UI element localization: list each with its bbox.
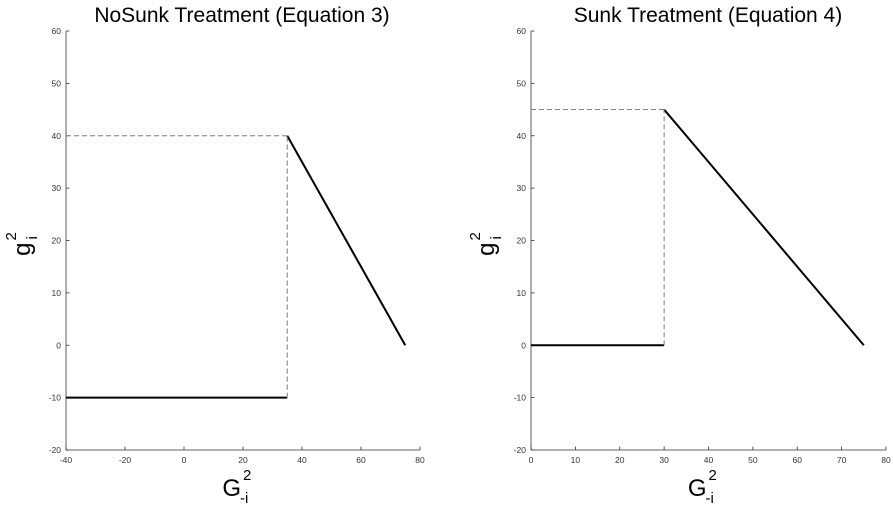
y-tick-label: 60 bbox=[517, 26, 527, 36]
chart-title: NoSunk Treatment (Equation 3) bbox=[94, 4, 389, 27]
x-axis-label-subscript: -i bbox=[240, 490, 248, 507]
y-axis-label-subscript: i bbox=[488, 236, 505, 239]
x-axis-label-subscript: -i bbox=[706, 490, 714, 507]
y-tick-label: 40 bbox=[517, 131, 527, 141]
x-tick-label: 0 bbox=[529, 455, 534, 465]
x-tick-label: 10 bbox=[571, 455, 581, 465]
y-tick-label: 30 bbox=[52, 183, 62, 193]
y-axis-label-superscript: 2 bbox=[3, 232, 20, 240]
y-tick-label: -10 bbox=[514, 393, 527, 403]
x-tick-label: -40 bbox=[60, 455, 73, 465]
y-tick-label: 50 bbox=[517, 78, 527, 88]
x-tick-label: 20 bbox=[238, 455, 248, 465]
x-tick-label: 40 bbox=[704, 455, 714, 465]
x-tick-label: 40 bbox=[297, 455, 307, 465]
y-tick-label: 30 bbox=[517, 183, 527, 193]
y-tick-label: 10 bbox=[52, 288, 62, 298]
y-axis-label-group: g 2 i bbox=[3, 232, 41, 256]
y-tick-label: 20 bbox=[52, 236, 62, 246]
x-tick-label: 60 bbox=[356, 455, 366, 465]
y-axis-label-group: g 2 i bbox=[467, 232, 505, 256]
x-tick-label: 20 bbox=[615, 455, 625, 465]
x-tick-label: 70 bbox=[837, 455, 847, 465]
x-tick-label: 0 bbox=[182, 455, 187, 465]
chart-title: Sunk Treatment (Equation 4) bbox=[574, 4, 842, 27]
x-axis-label-superscript: 2 bbox=[709, 467, 717, 484]
chart-panel-2: Sunk Treatment (Equation 4)-20-100102030… bbox=[467, 4, 891, 507]
data-line bbox=[286, 135, 407, 346]
y-axis-label: g bbox=[9, 243, 36, 256]
y-tick-label: 50 bbox=[52, 78, 62, 88]
x-axis-label: G bbox=[222, 475, 241, 502]
x-tick-label: 50 bbox=[748, 455, 758, 465]
y-tick-label: -20 bbox=[49, 445, 62, 455]
data-line bbox=[663, 108, 865, 346]
x-tick-label: 80 bbox=[415, 455, 425, 465]
x-tick-label: 60 bbox=[793, 455, 803, 465]
y-tick-label: -10 bbox=[49, 393, 62, 403]
y-tick-label: 10 bbox=[517, 288, 527, 298]
x-axis-label-superscript: 2 bbox=[243, 467, 251, 484]
y-tick-label: 20 bbox=[517, 236, 527, 246]
x-axis-label: G bbox=[688, 475, 707, 502]
x-tick-label: 30 bbox=[659, 455, 669, 465]
y-tick-label: 0 bbox=[521, 340, 526, 350]
y-tick-label: -20 bbox=[514, 445, 527, 455]
x-tick-label: 80 bbox=[881, 455, 891, 465]
x-tick-label: -20 bbox=[119, 455, 132, 465]
y-tick-label: 40 bbox=[52, 131, 62, 141]
y-axis-label-superscript: 2 bbox=[467, 232, 484, 240]
y-axis-label-subscript: i bbox=[24, 236, 41, 239]
y-axis-label: g bbox=[473, 243, 500, 256]
chart-panel-1: NoSunk Treatment (Equation 3)-20-1001020… bbox=[3, 4, 425, 507]
y-tick-label: 0 bbox=[56, 340, 61, 350]
y-tick-label: 60 bbox=[52, 26, 62, 36]
